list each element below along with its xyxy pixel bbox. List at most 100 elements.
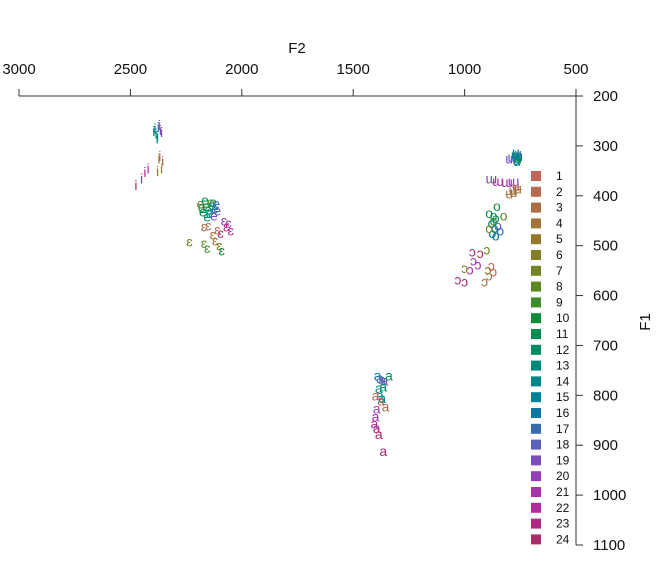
vowel-point: u <box>515 148 523 164</box>
vowel-point: u <box>507 149 515 165</box>
y-tick-label: 700 <box>593 337 618 354</box>
legend-label: 12 <box>556 343 570 357</box>
vowel-point: a <box>378 390 386 406</box>
vowel-point: o <box>496 223 504 239</box>
y-tick-label: 800 <box>593 387 618 404</box>
legend-label: 3 <box>556 201 563 215</box>
vowel-point: u <box>513 147 521 163</box>
legend-label: 24 <box>556 532 570 546</box>
vowel-point: a <box>372 387 380 403</box>
vowel-point: ɛ <box>225 215 232 231</box>
vowel-point: ɛ <box>214 222 221 238</box>
vowel-point: i <box>156 128 159 144</box>
x-tick-label: 1500 <box>337 61 370 78</box>
vowel-point: ɔ <box>490 264 497 280</box>
vowel-point: ʉ <box>512 178 520 194</box>
vowel-point: ɛ <box>219 243 226 259</box>
vowel-point: o <box>492 228 500 244</box>
vowel-point: i <box>153 120 156 136</box>
vowel-point: o <box>485 205 493 221</box>
vowel-point: o <box>489 225 497 241</box>
legend-label: 5 <box>556 232 563 246</box>
legend-label: 20 <box>556 469 570 483</box>
vowel-point: a <box>377 392 385 408</box>
vowel-point: u <box>511 147 519 163</box>
vowel-point: ɯ <box>492 173 504 189</box>
vowel-point: ɯ <box>508 173 520 189</box>
vowel-point: e <box>207 194 215 210</box>
vowel-point: ɯ <box>501 174 513 190</box>
vowel-point: i <box>134 177 137 193</box>
legend-swatch <box>531 281 541 292</box>
vowel-point: i <box>143 164 146 180</box>
vowel-point: ɔ <box>470 253 477 269</box>
legend-swatch <box>531 376 541 387</box>
y-tick-label: 300 <box>593 138 618 155</box>
vowel-point: ɛ <box>221 213 228 229</box>
legend-label: 4 <box>556 216 563 230</box>
x-tick-label: 2000 <box>225 61 258 78</box>
y-tick-label: 500 <box>593 238 618 255</box>
legend-swatch <box>531 455 541 466</box>
legend-label: 15 <box>556 390 570 404</box>
vowel-point: ɔ <box>454 272 461 288</box>
legend-swatch <box>531 392 541 403</box>
legend-label: 7 <box>556 264 563 278</box>
legend-swatch <box>531 186 541 197</box>
vowel-point: ɔ <box>486 268 493 284</box>
vowel-point: a <box>379 443 387 459</box>
vowel-point: u <box>512 152 520 168</box>
y-tick-label: 1000 <box>593 487 626 504</box>
legend-label: 11 <box>556 327 569 341</box>
vowel-point: i <box>152 123 155 139</box>
vowel-point: u <box>514 145 522 161</box>
vowel-point: ʉ <box>505 185 513 201</box>
vowel-point: i <box>156 163 159 179</box>
legend-label: 16 <box>556 406 570 420</box>
legend-label: 21 <box>556 485 570 499</box>
vowel-point: a <box>373 420 381 436</box>
vowel-point: ɛ <box>186 234 193 250</box>
x-tick-label: 1000 <box>448 61 481 78</box>
vowel-point: e <box>199 204 207 220</box>
legend-label: 23 <box>556 517 570 531</box>
legend-swatch <box>531 408 541 418</box>
legend-label: 18 <box>556 438 570 452</box>
legend-swatch <box>531 518 541 529</box>
vowel-point: i <box>160 160 163 176</box>
vowel-point: i <box>158 117 161 133</box>
vowel-point: i <box>147 160 150 176</box>
legend-swatch <box>531 487 541 497</box>
vowel-point: i <box>159 122 162 138</box>
y-tick-label: 900 <box>593 437 618 454</box>
legend-swatch <box>531 471 541 482</box>
x-tick-label: 3000 <box>2 61 35 78</box>
vowel-point: i <box>157 119 160 135</box>
legend-swatch <box>531 439 541 450</box>
legend-swatch <box>531 329 541 339</box>
x-tick-label: 500 <box>563 61 588 78</box>
y-axis-title: F1 <box>637 313 654 331</box>
vowel-point: i <box>157 150 160 166</box>
vowel-point: ʉ <box>514 180 522 196</box>
legend-swatch <box>531 502 541 513</box>
legend-label: 6 <box>556 248 563 262</box>
vowel-point: e <box>198 199 206 215</box>
legend-label: 9 <box>556 295 563 309</box>
vowel-point: o <box>490 208 498 224</box>
legend-swatch <box>531 218 541 229</box>
vowel-point: e <box>204 202 212 218</box>
vowel-point: i <box>140 170 143 186</box>
vowel-point: u <box>505 150 513 166</box>
vowel-point: e <box>203 209 211 225</box>
legend-swatch <box>531 360 541 371</box>
legend-label: 13 <box>556 359 570 373</box>
vowel-point: ɛ <box>201 235 208 251</box>
vowel-point: i <box>156 130 159 146</box>
vowel-point: ɛ <box>201 219 208 235</box>
vowel-point: a <box>370 415 378 431</box>
vowel-point: ɯ <box>486 170 498 186</box>
